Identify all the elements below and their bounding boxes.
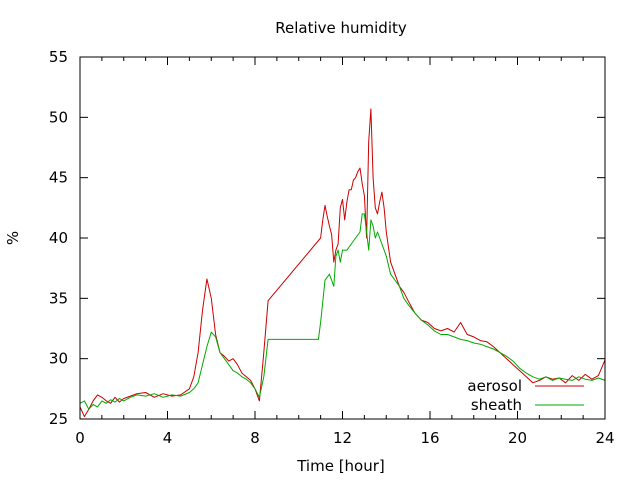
x-axis-label: Time [hour]: [296, 457, 385, 475]
x-tick-label: 24: [595, 429, 614, 447]
x-tick-label: 4: [163, 429, 173, 447]
series-line-aerosol: [79, 108, 606, 418]
x-tick-label: 0: [75, 429, 85, 447]
y-axis-label: %: [4, 231, 22, 245]
series-line-sheath: [79, 213, 606, 410]
legend-label-sheath: sheath: [471, 396, 522, 414]
axis-ticks: 0 4 8 12 16 20 24 25 30 35 40 45 50 55: [49, 48, 615, 447]
x-tick-label: 20: [508, 429, 527, 447]
chart-title: Relative humidity: [275, 19, 407, 37]
x-tick-label: 12: [333, 429, 352, 447]
series-layer: [79, 108, 606, 418]
x-tick-label: 8: [250, 429, 260, 447]
y-tick-label: 35: [49, 289, 68, 307]
y-tick-label: 25: [49, 410, 68, 428]
plot-frame: [79, 56, 606, 420]
y-tick-label: 45: [49, 169, 68, 187]
y-tick-label: 55: [49, 48, 68, 66]
y-tick-label: 40: [49, 229, 68, 247]
x-tick-label: 16: [420, 429, 439, 447]
y-tick-label: 50: [49, 108, 68, 126]
legend-label-aerosol: aerosol: [467, 377, 522, 395]
y-tick-label: 30: [49, 350, 68, 368]
